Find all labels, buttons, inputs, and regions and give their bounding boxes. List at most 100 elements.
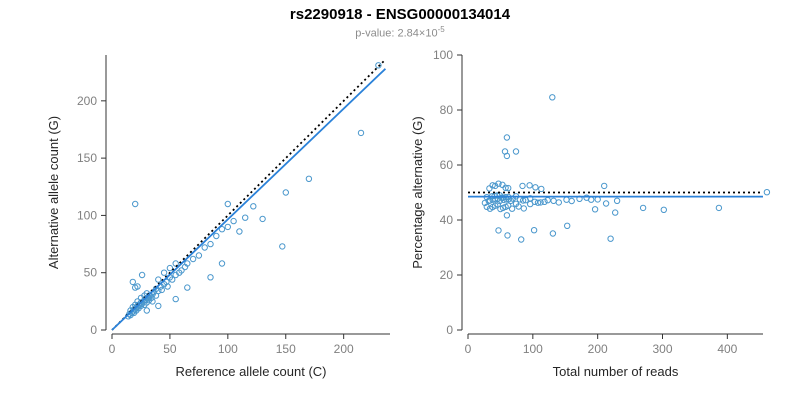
data-point [549,94,556,101]
x-tick-label: 100 [523,342,543,356]
y-tick-label: 0 [446,323,453,337]
data-point [189,255,197,263]
data-point [132,200,139,208]
data-point [259,215,266,223]
y-tick-label: 0 [90,323,97,337]
data-point [305,175,313,183]
y-axis-title: Percentage alternative (G) [410,116,425,268]
x-tick-label: 300 [652,342,672,356]
data-point [164,283,171,290]
data-point [607,235,614,242]
y-tick-label: 20 [440,268,454,282]
data-point [236,228,243,235]
data-point [568,197,575,205]
data-point [660,206,667,214]
data-point [201,244,208,251]
data-point [613,197,621,205]
data-point [591,206,599,213]
data-point [149,298,156,305]
data-point [207,274,214,281]
data-point [481,199,489,207]
x-axis-title: Reference allele count (C) [175,364,326,379]
data-point [279,243,286,250]
data-point [526,182,533,189]
data-point [505,202,512,209]
x-tick-label: 150 [276,342,296,356]
data-point [594,196,601,203]
data-point [763,189,771,196]
data-point [564,222,571,230]
data-point [530,227,538,234]
data-point [169,276,176,283]
identity-line [111,58,387,331]
data-point [160,269,168,276]
data-point [639,204,647,212]
data-point [538,185,545,193]
data-point [495,180,502,187]
data-point [496,197,503,205]
p-value-text: p-value: 2.84×10 [355,27,438,40]
fit-line [111,68,387,331]
data-point [357,129,365,137]
x-tick-label: 0 [109,342,116,356]
data-point [555,199,562,206]
data-point [512,148,520,155]
data-point [195,252,203,259]
data-point [242,214,249,221]
data-point [537,199,544,206]
x-axis-title: Total number of reads [553,364,679,379]
data-point [218,260,226,267]
data-point [486,185,493,192]
x-tick-label: 400 [717,342,737,356]
y-tick-label: 100 [433,48,453,62]
chart-title: rs2290918 - ENSG00000134014 [289,6,511,23]
plot-percentage-vs-reads: 0 100 200 300 400 0 20 40 60 80 100 Total number of… [410,48,771,379]
data-point [178,267,185,274]
data-point [155,302,162,310]
data-point [282,189,289,196]
data-point [516,196,524,203]
y-axis-title: Alternative allele count (G) [46,116,61,269]
chart-subtitle: p-value: 2.84×10-5 [0,25,800,40]
data-point [612,209,619,216]
p-value-exponent: -5 [437,25,445,34]
data-point [534,199,542,206]
data-point [207,240,214,248]
data-point [550,197,557,205]
data-point [563,196,570,203]
x-tick-label: 200 [334,342,354,356]
data-point [250,203,257,210]
plot-allele-counts: 0 50 100 150 200 0 50 100 150 200 Reference allele… [46,55,390,379]
data-point [224,223,232,231]
data-point [601,182,608,190]
data-point [502,184,509,192]
data-point [508,205,516,212]
data-point [518,236,525,243]
x-tick-label: 50 [163,342,177,356]
data-point [602,200,610,207]
data-point [213,232,220,240]
data-point [503,212,511,219]
data-point [519,197,527,204]
data-point [158,286,166,294]
data-point [166,264,174,272]
data-point [588,196,595,203]
data-point [519,182,526,190]
data-point [134,283,141,290]
data-point [494,201,501,208]
x-tick-label: 200 [588,342,608,356]
data-point [172,295,179,303]
data-point [184,260,191,267]
data-point [224,200,232,208]
data-point [495,227,502,234]
y-tick-label: 150 [77,151,97,165]
data-point [230,217,237,225]
data-point [504,232,511,239]
data-point [138,271,146,279]
data-point [549,230,557,237]
data-point [143,307,151,314]
data-point [184,284,191,291]
y-tick-label: 50 [84,266,98,280]
data-point [489,182,496,189]
